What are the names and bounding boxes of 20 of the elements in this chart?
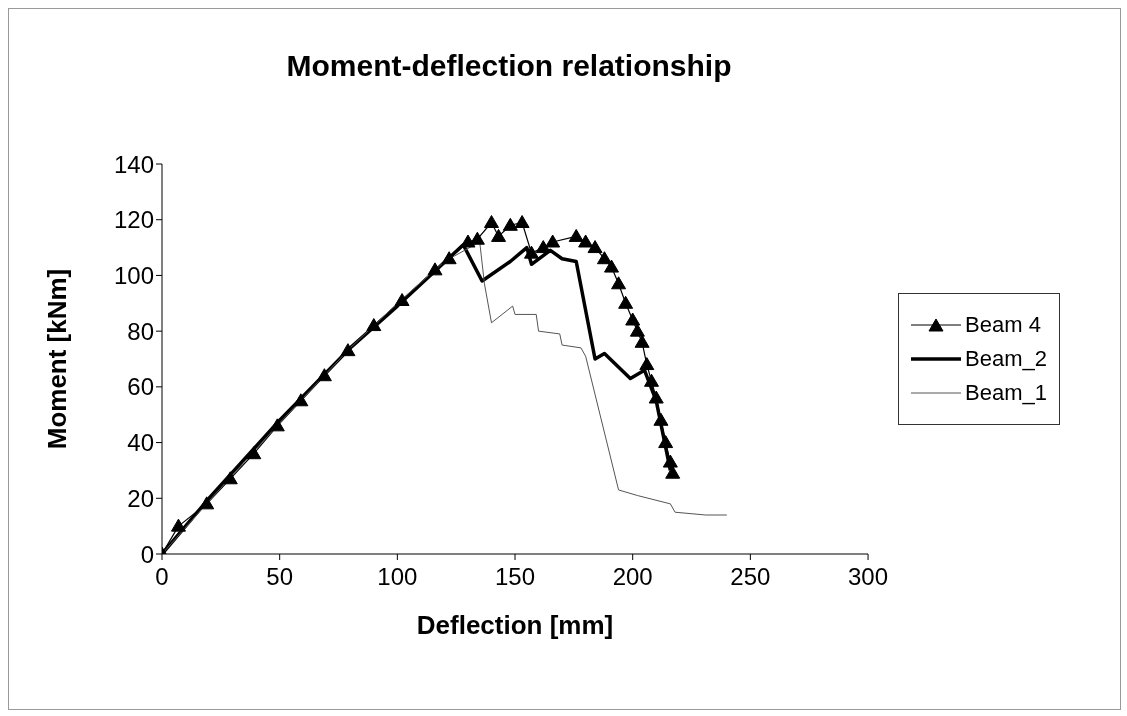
y-axis-title: Moment [kNm]	[42, 268, 73, 450]
y-tick-label: 140	[113, 150, 154, 178]
y-tick-label: 40	[127, 429, 154, 457]
x-tick-label: 50	[266, 563, 294, 591]
legend-label: Beam_1	[965, 380, 1047, 406]
x-tick-label: 250	[730, 563, 771, 591]
y-tick-label: 0	[140, 540, 154, 568]
x-tick-label: 200	[612, 563, 653, 591]
y-tick-label: 80	[127, 317, 154, 345]
x-tick-label: 300	[848, 563, 889, 591]
y-tick-label: 20	[127, 484, 154, 512]
x-tick-label: 150	[495, 563, 536, 591]
legend-label: Beam 4	[965, 312, 1041, 338]
y-tick-label: 120	[113, 206, 154, 234]
x-tick-label: 100	[377, 563, 418, 591]
legend-label: Beam_2	[965, 346, 1047, 372]
x-axis-title: Deflection [mm]	[416, 610, 614, 640]
y-tick-label: 60	[127, 373, 154, 401]
y-tick-label: 100	[113, 261, 154, 289]
chart-title: Moment-deflection relationship	[285, 49, 733, 83]
